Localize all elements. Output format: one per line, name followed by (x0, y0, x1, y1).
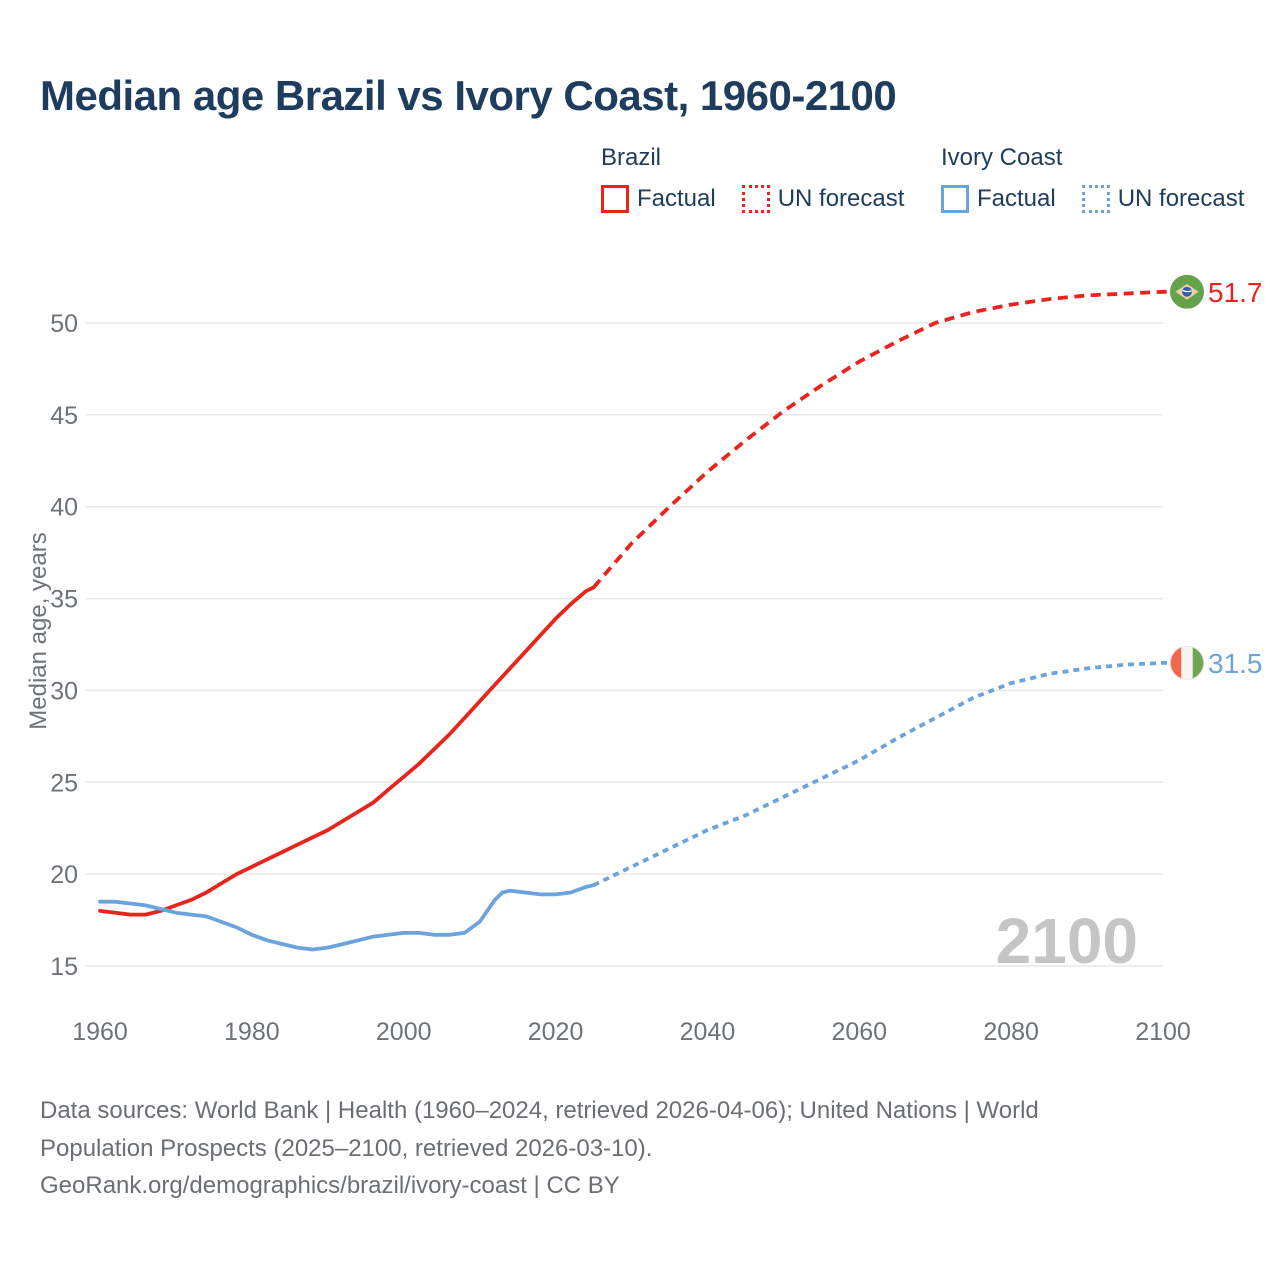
solid-red-swatch-icon (601, 185, 629, 213)
legend-item-label: Factual (977, 185, 1056, 212)
y-axis-title: Median age, years (25, 532, 52, 729)
series-line-ivory-coast-un-forecast (592, 661, 1171, 887)
y-tick-label: 45 (50, 402, 78, 430)
legend-item-brazil-forecast[interactable]: UN forecast (741, 185, 905, 213)
x-tick-label: 2020 (528, 1018, 584, 1046)
x-tick-label: 1980 (224, 1018, 280, 1046)
x-tick-label: 2060 (831, 1018, 887, 1046)
legend-group-ivory-coast: Ivory Coast Factual UN forecast (941, 144, 1270, 213)
y-tick-label: 35 (50, 586, 78, 614)
y-tick-label: 25 (50, 769, 78, 797)
ivory-coast-flag-icon (1169, 645, 1205, 680)
legend-item-ivory-coast-factual[interactable]: Factual (941, 185, 1056, 213)
series-line-ivory-coast-factual (98, 883, 596, 952)
dotted-red-swatch-icon (741, 185, 770, 213)
watermark-2100: 2100 (996, 905, 1138, 977)
legend-item-label: UN forecast (777, 185, 905, 212)
legend-item-label: UN forecast (1117, 185, 1245, 212)
x-tick-label: 2100 (1135, 1018, 1191, 1046)
legend-group-brazil: Brazil Factual UN forecast (601, 144, 930, 213)
footer-line-sources-2: Population Prospects (2025–2100, retriev… (40, 1134, 653, 1162)
page-title: Median age Brazil vs Ivory Coast, 1960-2… (40, 72, 897, 119)
legend-item-brazil-factual[interactable]: Factual (601, 185, 716, 213)
data-sources-footer: Data sources: World Bank | Health (1960–… (40, 1092, 1220, 1205)
series-line-brazil-un-forecast (592, 289, 1171, 589)
legend-row: Factual UN forecast (601, 185, 930, 213)
y-tick-label: 20 (50, 861, 78, 889)
end-value-label: 51.7 (1208, 277, 1263, 308)
chart-legend: Brazil Factual UN forecast Ivory Coast F… (0, 144, 1280, 220)
legend-row: Factual UN forecast (941, 185, 1270, 213)
x-tick-label: 2080 (983, 1018, 1039, 1046)
legend-group-brazil-label: Brazil (601, 144, 662, 171)
y-tick-label: 30 (50, 677, 78, 705)
x-tick-label: 2000 (376, 1018, 432, 1046)
footer-line-attribution[interactable]: GeoRank.org/demographics/brazil/ivory-co… (40, 1172, 620, 1199)
footer-line-sources: Data sources: World Bank | Health (1960–… (40, 1097, 1039, 1124)
solid-blue-swatch-icon (941, 185, 969, 213)
y-tick-label: 50 (50, 310, 78, 338)
legend-item-ivory-coast-forecast[interactable]: UN forecast (1081, 185, 1245, 213)
legend-group-ivory-coast-label: Ivory Coast (941, 144, 1063, 171)
end-value-label: 31.5 (1208, 648, 1263, 679)
x-tick-label: 2040 (680, 1018, 736, 1046)
y-tick-label: 15 (50, 953, 78, 981)
series-line-brazil-factual (98, 585, 596, 917)
legend-item-label: Factual (637, 185, 716, 212)
x-tick-label: 1960 (72, 1018, 128, 1046)
brazil-flag-icon (1170, 274, 1204, 309)
y-tick-label: 40 (50, 494, 78, 522)
dotted-blue-swatch-icon (1081, 185, 1110, 213)
